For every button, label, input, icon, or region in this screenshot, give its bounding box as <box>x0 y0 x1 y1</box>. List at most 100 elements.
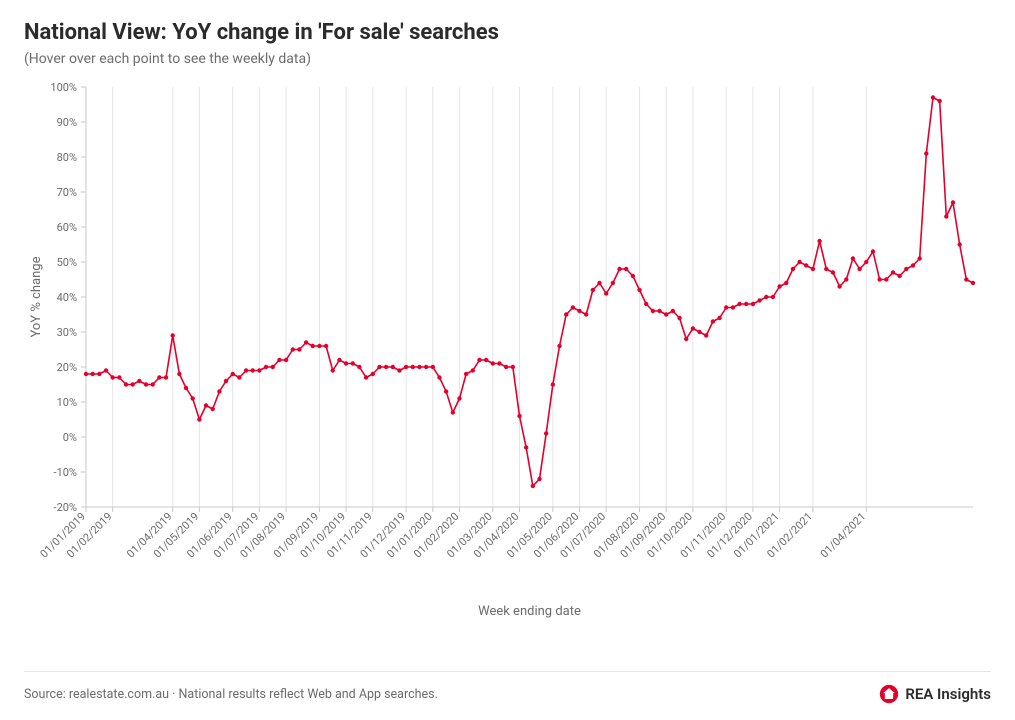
data-point[interactable] <box>437 375 441 379</box>
data-point[interactable] <box>524 445 528 449</box>
data-point[interactable] <box>917 256 921 260</box>
data-point[interactable] <box>237 375 241 379</box>
data-point[interactable] <box>284 358 288 362</box>
data-point[interactable] <box>264 365 268 369</box>
data-point[interactable] <box>897 274 901 278</box>
data-point[interactable] <box>744 302 748 306</box>
data-point[interactable] <box>551 382 555 386</box>
data-point[interactable] <box>484 358 488 362</box>
data-point[interactable] <box>271 365 275 369</box>
data-point[interactable] <box>731 305 735 309</box>
data-point[interactable] <box>837 284 841 288</box>
data-point[interactable] <box>217 389 221 393</box>
data-point[interactable] <box>944 214 948 218</box>
data-point[interactable] <box>691 326 695 330</box>
data-point[interactable] <box>964 277 968 281</box>
data-point[interactable] <box>424 365 428 369</box>
data-point[interactable] <box>204 403 208 407</box>
data-point[interactable] <box>791 267 795 271</box>
data-point[interactable] <box>110 375 114 379</box>
data-point[interactable] <box>257 368 261 372</box>
data-point[interactable] <box>164 375 168 379</box>
data-point[interactable] <box>704 333 708 337</box>
data-point[interactable] <box>384 365 388 369</box>
data-point[interactable] <box>324 344 328 348</box>
data-point[interactable] <box>104 368 108 372</box>
data-point[interactable] <box>677 316 681 320</box>
data-point[interactable] <box>624 267 628 271</box>
data-point[interactable] <box>644 302 648 306</box>
data-point[interactable] <box>971 281 975 285</box>
data-point[interactable] <box>924 151 928 155</box>
data-point[interactable] <box>231 372 235 376</box>
data-point[interactable] <box>511 365 515 369</box>
data-point[interactable] <box>444 389 448 393</box>
data-point[interactable] <box>557 344 561 348</box>
data-point[interactable] <box>431 365 435 369</box>
data-point[interactable] <box>504 365 508 369</box>
data-point[interactable] <box>351 361 355 365</box>
data-point[interactable] <box>637 288 641 292</box>
data-point[interactable] <box>184 386 188 390</box>
data-point[interactable] <box>884 277 888 281</box>
data-point[interactable] <box>891 270 895 274</box>
data-point[interactable] <box>491 361 495 365</box>
data-point[interactable] <box>777 284 781 288</box>
data-point[interactable] <box>97 372 101 376</box>
data-point[interactable] <box>591 288 595 292</box>
data-point[interactable] <box>764 295 768 299</box>
data-point[interactable] <box>604 291 608 295</box>
data-point[interactable] <box>157 375 161 379</box>
data-point[interactable] <box>191 396 195 400</box>
data-point[interactable] <box>391 365 395 369</box>
data-point[interactable] <box>957 242 961 246</box>
data-point[interactable] <box>724 305 728 309</box>
data-point[interactable] <box>371 372 375 376</box>
data-point[interactable] <box>931 95 935 99</box>
data-point[interactable] <box>611 281 615 285</box>
data-point[interactable] <box>377 365 381 369</box>
data-point[interactable] <box>211 407 215 411</box>
data-point[interactable] <box>357 365 361 369</box>
data-point[interactable] <box>937 99 941 103</box>
data-point[interactable] <box>711 319 715 323</box>
data-point[interactable] <box>317 344 321 348</box>
data-point[interactable] <box>737 302 741 306</box>
data-point[interactable] <box>797 260 801 264</box>
data-point[interactable] <box>144 382 148 386</box>
data-point[interactable] <box>877 277 881 281</box>
data-point[interactable] <box>904 267 908 271</box>
data-point[interactable] <box>564 312 568 316</box>
data-point[interactable] <box>90 372 94 376</box>
data-point[interactable] <box>331 368 335 372</box>
data-point[interactable] <box>124 382 128 386</box>
data-point[interactable] <box>84 372 88 376</box>
data-point[interactable] <box>417 365 421 369</box>
data-point[interactable] <box>451 410 455 414</box>
data-point[interactable] <box>597 281 601 285</box>
data-point[interactable] <box>817 239 821 243</box>
data-point[interactable] <box>537 477 541 481</box>
data-point[interactable] <box>911 263 915 267</box>
data-point[interactable] <box>651 309 655 313</box>
data-point[interactable] <box>584 312 588 316</box>
data-point[interactable] <box>804 263 808 267</box>
data-point[interactable] <box>404 365 408 369</box>
data-point[interactable] <box>150 382 154 386</box>
data-point[interactable] <box>251 368 255 372</box>
data-point[interactable] <box>177 372 181 376</box>
data-point[interactable] <box>531 484 535 488</box>
data-point[interactable] <box>130 382 134 386</box>
data-point[interactable] <box>304 340 308 344</box>
data-point[interactable] <box>684 337 688 341</box>
data-point[interactable] <box>197 417 201 421</box>
data-point[interactable] <box>337 358 341 362</box>
data-point[interactable] <box>571 305 575 309</box>
data-point[interactable] <box>951 200 955 204</box>
data-point[interactable] <box>311 344 315 348</box>
data-point[interactable] <box>471 368 475 372</box>
data-point[interactable] <box>617 267 621 271</box>
data-point[interactable] <box>664 312 668 316</box>
data-point[interactable] <box>757 298 761 302</box>
data-point[interactable] <box>411 365 415 369</box>
